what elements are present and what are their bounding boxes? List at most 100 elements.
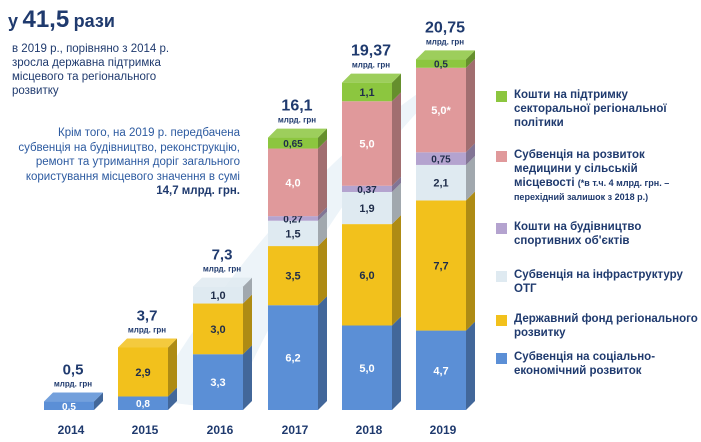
legend-label-infrastructure: Субвенція на інфраструктуру ОТГ <box>514 268 698 296</box>
bar-segment-medicine-2018 <box>342 101 392 186</box>
data-label-socioeconomic-2015: 0,8 <box>136 399 150 410</box>
bar-segment-infrastructure-2019 <box>416 164 466 201</box>
total-label-2017: 16,1 <box>281 98 312 115</box>
bar-segment-sports-2019 <box>416 152 466 165</box>
bar-side-socioeconomic-2016 <box>243 345 252 410</box>
data-label-socioeconomic-2018: 5,0 <box>359 363 374 375</box>
data-label-socioeconomic-2016: 3,3 <box>210 377 225 389</box>
bar-side-sectoral-2018 <box>392 73 401 102</box>
bar-side-infrastructure-2017 <box>318 211 327 247</box>
bar-segment-socioeconomic-2019 <box>416 330 466 410</box>
legend-swatch-infrastructure <box>496 271 507 282</box>
headline-prefix: у <box>8 11 19 31</box>
bar-side-infrastructure-2016 <box>243 277 252 304</box>
bar-top-2016 <box>193 277 252 287</box>
bar-side-sectoral-2019 <box>466 50 475 68</box>
bar-side-medicine-2017 <box>318 139 327 217</box>
legend-swatch-sectoral <box>496 91 507 102</box>
bar-segment-fund-2015 <box>118 347 168 397</box>
legend-label-sports: Кошти на будівництво спортивних об'єктів <box>514 220 698 248</box>
data-label-infrastructure-2018: 1,9 <box>359 203 374 215</box>
legend-label-sectoral: Кошти на підтримку секторальної регіонал… <box>514 88 698 130</box>
total-label-2014: 0,5 <box>63 362 84 379</box>
unit-label-2019: млрд. грн <box>426 37 464 46</box>
bar-segment-socioeconomic-2018 <box>342 325 392 410</box>
x-tick-2014: 2014 <box>58 423 85 437</box>
legend-label-medicine: Субвенція на розвиток медицини у сільськ… <box>514 148 698 204</box>
data-label-sectoral-2017: 0,65 <box>283 139 303 150</box>
bar-segment-fund-2018 <box>342 224 392 326</box>
bar-segment-sectoral-2017 <box>268 137 318 149</box>
bar-side-socioeconomic-2015 <box>168 387 177 410</box>
unit-label-2014: млрд. грн <box>54 380 92 389</box>
subhead: в 2019 р., порівняно з 2014 р. зросла де… <box>12 43 170 97</box>
data-label-medicine-2018: 5,0 <box>359 138 374 150</box>
data-label-sectoral-2018: 1,1 <box>359 87 374 99</box>
bar-side-sports-2018 <box>392 176 401 192</box>
data-label-infrastructure-2019: 2,1 <box>433 178 448 190</box>
legend-label-text: Субвенція на інфраструктуру ОТГ <box>514 269 683 295</box>
x-tick-2015: 2015 <box>132 423 159 437</box>
data-label-sectoral-2019: 0,5 <box>434 60 448 71</box>
legend-label-fund: Державний фонд регіонального розвитку <box>514 312 698 340</box>
note-text: Крім того, на 2019 р. передбачена субвен… <box>18 127 240 183</box>
data-label-fund-2015: 2,9 <box>135 367 150 379</box>
bar-segment-infrastructure-2016 <box>193 286 243 304</box>
unit-label-2017: млрд. грн <box>278 116 316 125</box>
bar-top-2018 <box>342 73 401 83</box>
total-label-2018: 19,37 <box>351 43 391 60</box>
legend-swatch-fund <box>496 315 507 326</box>
total-label-2019: 20,75 <box>425 19 465 36</box>
data-label-infrastructure-2016: 1,0 <box>210 290 225 302</box>
legend-label-text: Субвенція на соціально-економічний розви… <box>514 351 656 377</box>
x-tick-2017: 2017 <box>282 423 309 437</box>
legend-label-text: Субвенція на розвиток медицини у сільськ… <box>514 149 645 189</box>
data-label-fund-2019: 7,7 <box>433 261 448 273</box>
headline: у 41,5 рази <box>8 6 115 34</box>
bar-side-fund-2016 <box>243 294 252 355</box>
legend-label-text: Кошти на підтримку секторальної регіонал… <box>514 89 667 129</box>
data-label-socioeconomic-2017: 6,2 <box>285 353 300 365</box>
bar-segment-fund-2017 <box>268 246 318 306</box>
bar-side-infrastructure-2018 <box>392 182 401 225</box>
bar-side-medicine-2019 <box>466 58 475 153</box>
bar-side-fund-2017 <box>318 237 327 306</box>
bar-segment-socioeconomic-2015 <box>118 396 168 410</box>
bar-segment-fund-2019 <box>416 200 466 331</box>
bar-side-socioeconomic-2019 <box>466 321 475 410</box>
unit-label-2018: млрд. грн <box>352 61 390 70</box>
headline-number: 41,5 <box>22 6 70 33</box>
data-label-sports-2017: 0,27 <box>283 214 303 225</box>
data-label-fund-2016: 3,0 <box>210 324 225 336</box>
headline-suffix: рази <box>73 11 115 31</box>
unit-label-2015: млрд. грн <box>128 325 166 334</box>
data-label-fund-2018: 6,0 <box>359 270 374 282</box>
bar-segment-sectoral-2019 <box>416 59 466 68</box>
bar-segment-infrastructure-2017 <box>268 220 318 247</box>
bar-segment-sports-2017 <box>268 216 318 221</box>
x-tick-2016: 2016 <box>207 423 234 437</box>
bar-segment-infrastructure-2018 <box>342 191 392 225</box>
legend-label-socioeconomic: Субвенція на соціально-економічний розви… <box>514 350 698 378</box>
note: Крім того, на 2019 р. передбачена субвен… <box>8 126 240 199</box>
bar-side-socioeconomic-2017 <box>318 296 327 410</box>
bar-side-socioeconomic-2014 <box>94 392 103 410</box>
bar-segment-socioeconomic-2017 <box>268 305 318 410</box>
legend-swatch-socioeconomic <box>496 353 507 364</box>
data-label-socioeconomic-2014: 0,5 <box>62 402 76 413</box>
bar-side-socioeconomic-2018 <box>392 316 401 410</box>
bar-side-sectoral-2017 <box>318 128 327 149</box>
unit-label-2016: млрд. грн <box>203 265 241 274</box>
bar-side-sports-2019 <box>466 143 475 165</box>
bar-top-2017 <box>268 128 327 138</box>
bar-side-fund-2015 <box>168 338 177 397</box>
note-amount: 14,7 млрд. грн. <box>156 185 240 197</box>
bar-segment-medicine-2019 <box>416 67 466 153</box>
bar-segment-sports-2018 <box>342 185 392 192</box>
legend-label-text: Кошти на будівництво спортивних об'єктів <box>514 221 642 247</box>
legend-note: (*в т.ч. 4 млрд. грн. – перехідний залиш… <box>514 178 670 202</box>
bar-top-2019 <box>416 50 475 60</box>
legend-swatch-medicine <box>496 151 507 162</box>
data-label-medicine-2019: 5,0* <box>431 105 451 117</box>
